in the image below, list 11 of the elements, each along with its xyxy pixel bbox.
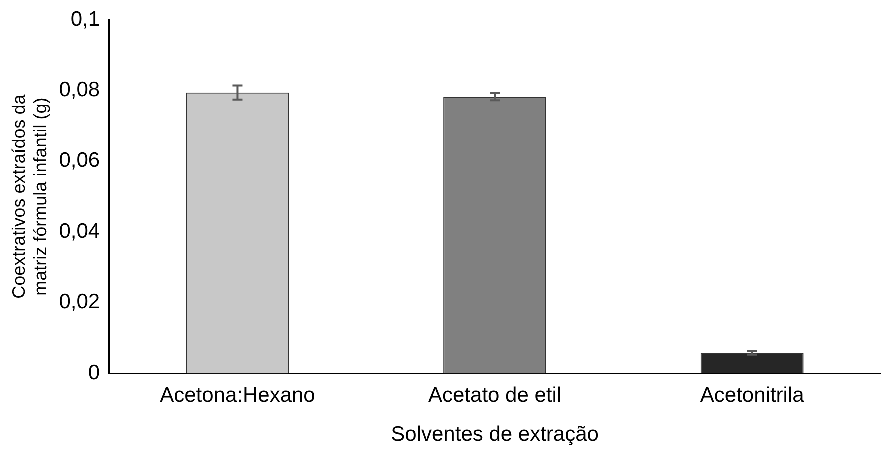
x-tick-label: Acetato de etil	[428, 384, 562, 407]
y-tick-label: 0,1	[70, 8, 100, 31]
y-tick-label: 0,06	[59, 149, 100, 172]
y-tick-label: 0,08	[59, 78, 100, 102]
y-axis-title: Coextrativos extraídos da matriz fórmula infantil (g)	[8, 94, 50, 299]
x-axis-title: Solventes de extração	[391, 423, 599, 446]
x-tick-label: Acetonitrila	[700, 384, 805, 407]
x-tick-label: Acetona:Hexano	[160, 384, 316, 407]
y-tick-label: 0,04	[59, 220, 100, 243]
y-tick-label: 0	[88, 361, 100, 384]
y-tick-label: 0,02	[59, 290, 100, 314]
